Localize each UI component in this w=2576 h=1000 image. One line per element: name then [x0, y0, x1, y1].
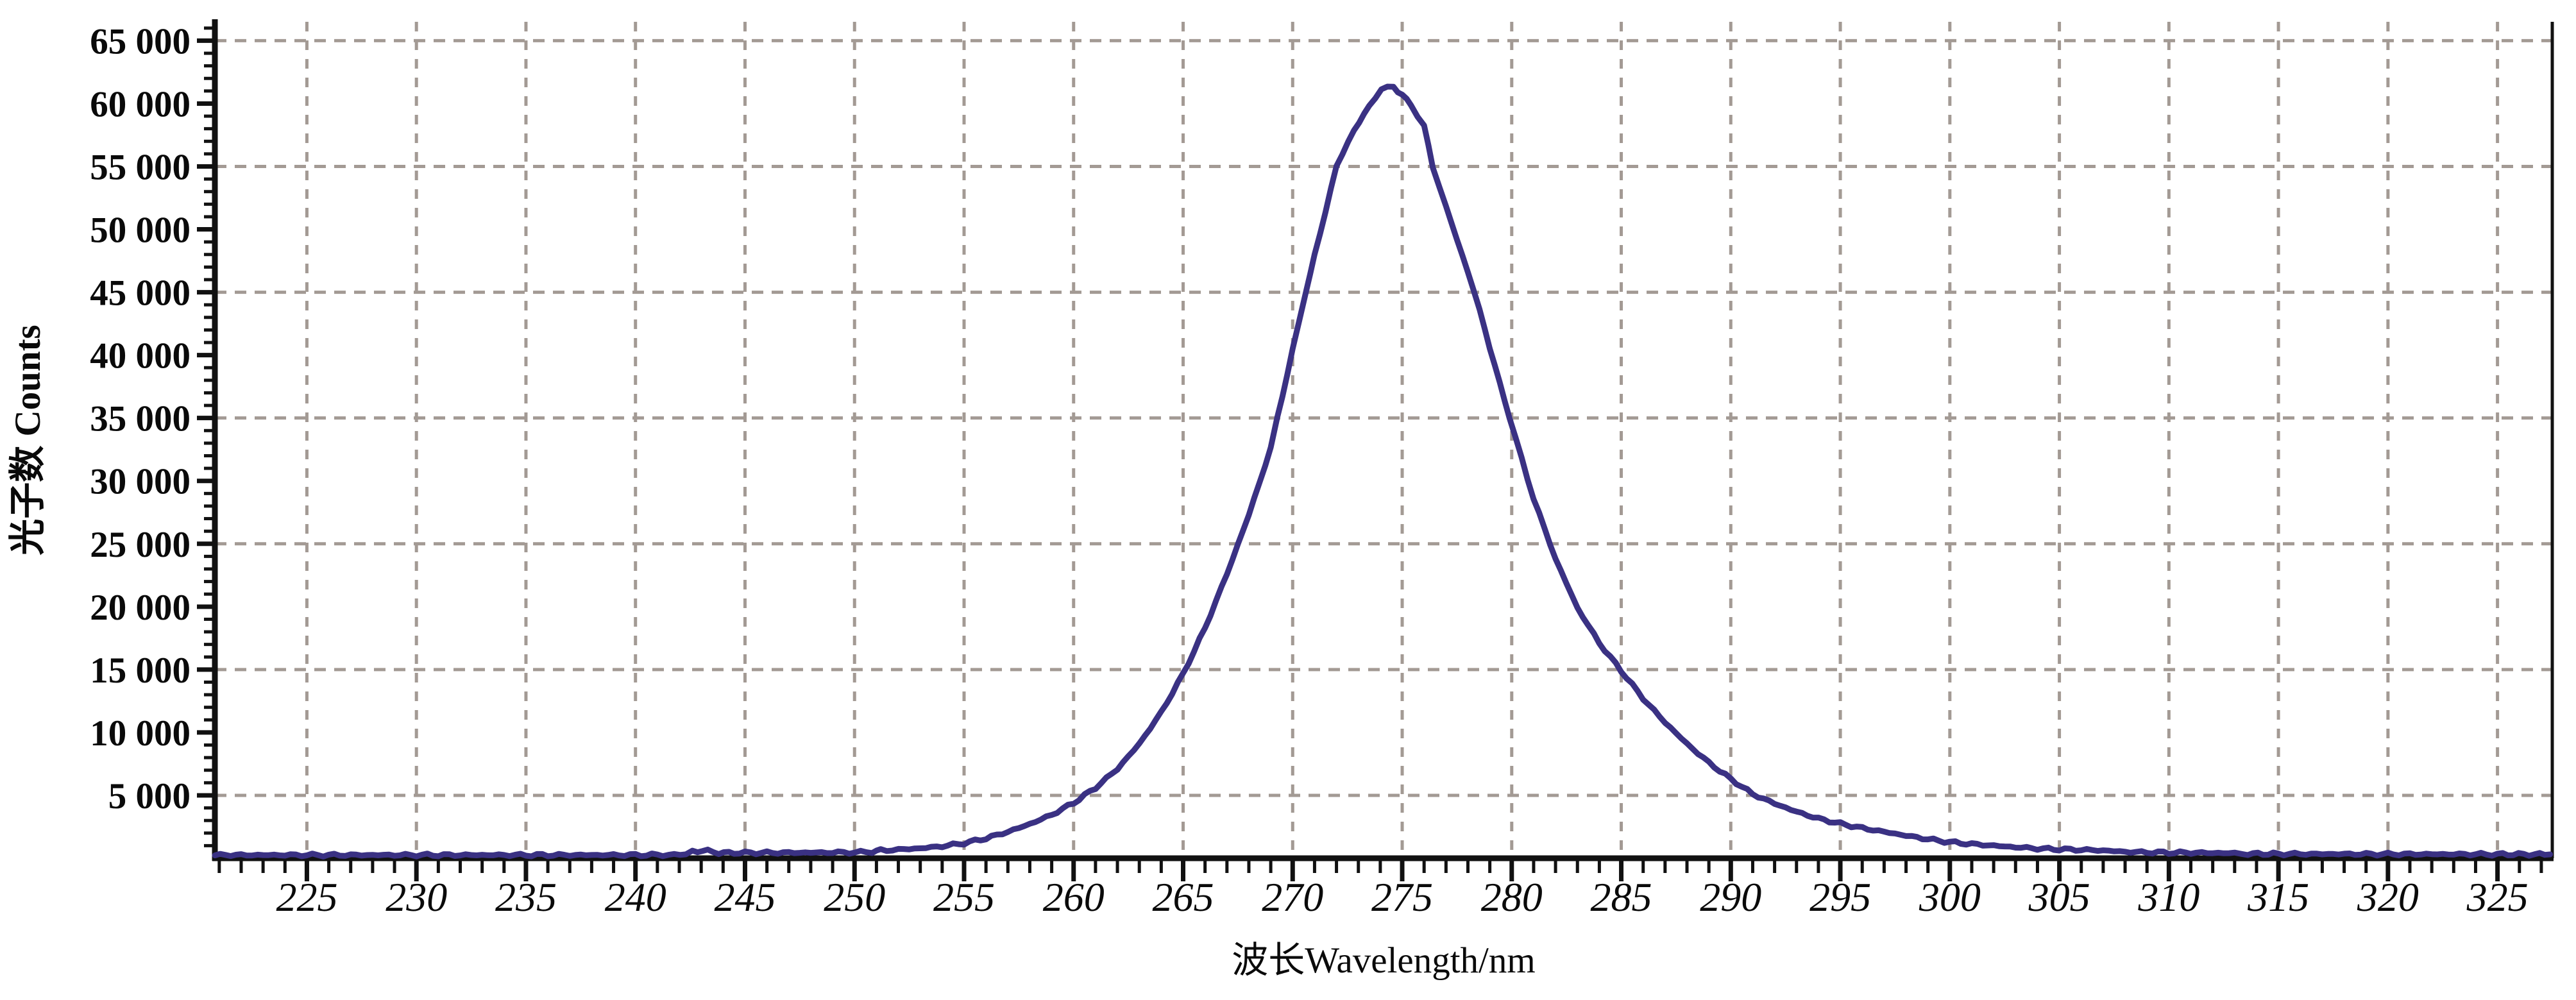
x-tick-label: 255 [933, 874, 995, 920]
x-tick-label: 230 [386, 874, 447, 920]
y-tick-label: 50 000 [90, 210, 191, 251]
x-tick-label: 260 [1043, 874, 1105, 920]
x-tick-label: 315 [2247, 874, 2309, 920]
axis-layer [212, 19, 2554, 861]
y-tick-label: 65 000 [90, 21, 191, 62]
x-tick-label: 285 [1591, 874, 1652, 920]
y-tick-label: 5 000 [108, 776, 191, 817]
y-tick-label: 40 000 [90, 336, 191, 377]
tick-label-layer: 225 230 235 240 245 250 255 260 265 270 275 280 285 2… [90, 21, 2528, 920]
tick-layer [197, 26, 2543, 881]
y-tick-label: 10 000 [90, 713, 191, 754]
x-tick-label: 245 [714, 874, 775, 920]
x-tick-label: 270 [1262, 874, 1323, 920]
x-tick-label: 300 [1919, 874, 1981, 920]
y-tick-label: 20 000 [90, 588, 191, 628]
x-tick-label: 320 [2357, 874, 2419, 920]
spectrum-curve [212, 83, 2554, 860]
y-tick-label: 60 000 [90, 84, 191, 124]
x-tick-label: 290 [1700, 874, 1761, 920]
x-tick-label: 310 [2137, 874, 2199, 920]
x-tick-label: 235 [495, 874, 557, 920]
x-tick-label: 225 [276, 874, 337, 920]
y-axis-title: 光子数 Counts [8, 325, 48, 555]
x-tick-label: 280 [1481, 874, 1543, 920]
curve-layer [212, 83, 2554, 860]
x-tick-label: 295 [1809, 874, 1871, 920]
y-tick-label: 25 000 [90, 525, 191, 565]
y-tick-label: 30 000 [90, 462, 191, 502]
y-tick-label: 45 000 [90, 273, 191, 314]
x-tick-label: 265 [1153, 874, 1214, 920]
y-tick-label: 35 000 [90, 399, 191, 439]
x-tick-label: 240 [605, 874, 666, 920]
y-tick-label: 55 000 [90, 148, 191, 188]
x-axis-title: 波长Wavelength/nm [1232, 940, 1535, 981]
x-tick-label: 250 [824, 874, 885, 920]
x-tick-label: 305 [2028, 874, 2090, 920]
x-tick-label: 275 [1371, 874, 1433, 920]
x-tick-label: 325 [2466, 874, 2529, 920]
y-tick-label: 15 000 [90, 650, 191, 691]
grid-layer [215, 22, 2552, 858]
